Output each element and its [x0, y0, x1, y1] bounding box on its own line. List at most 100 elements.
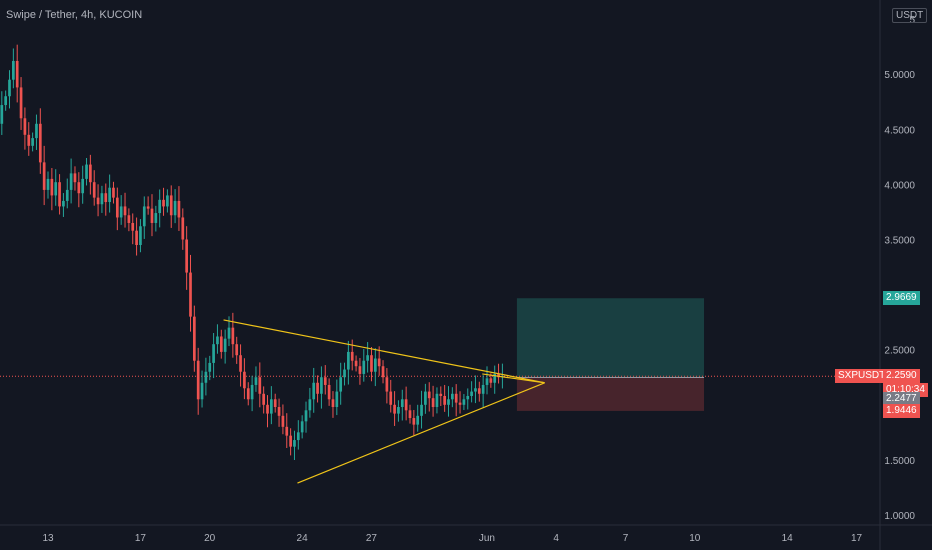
candle-body — [73, 173, 77, 183]
loss-zone — [516, 377, 705, 411]
candle-body — [443, 395, 446, 405]
candle-body — [119, 206, 123, 218]
candle-body — [420, 404, 423, 416]
candle-body — [185, 239, 188, 273]
y-tick-label: 1.5000 — [884, 456, 915, 467]
candle-body — [208, 362, 212, 372]
trendline — [223, 319, 545, 384]
candle-body — [146, 206, 150, 209]
candle-body — [100, 193, 104, 205]
trendline — [297, 382, 545, 484]
candle-body — [370, 355, 373, 372]
candle-body — [270, 399, 273, 414]
candle-body — [435, 393, 439, 408]
candle-body — [81, 178, 85, 194]
last-price-tag: 2.2590 — [883, 369, 920, 384]
candle-body — [150, 208, 154, 223]
candle-body — [439, 393, 443, 396]
candle-body — [450, 393, 454, 400]
candle-body — [0, 105, 4, 124]
x-tick-label: 10 — [689, 533, 701, 544]
chart-title: Swipe / Tether, 4h, KUCOIN — [6, 9, 143, 21]
candle-body — [142, 206, 146, 227]
candle-body — [320, 377, 323, 394]
candle-body — [408, 410, 412, 419]
candle-body — [89, 164, 92, 183]
x-tick-label: 20 — [204, 533, 216, 544]
candle-body — [92, 182, 96, 198]
candle-body — [250, 384, 254, 400]
candle-body — [50, 178, 54, 196]
y-tick-label: 5.0000 — [884, 70, 915, 81]
candle-body — [389, 391, 393, 405]
candle-body — [489, 378, 493, 383]
candle-body — [466, 395, 470, 400]
candle-body — [362, 360, 366, 374]
y-tick-label: 3.5000 — [884, 236, 915, 247]
candle-body — [316, 382, 319, 394]
x-tick-label: 4 — [553, 533, 559, 544]
candle-body — [204, 371, 208, 383]
candle-body — [373, 358, 377, 372]
candle-body — [15, 60, 19, 88]
candle-body — [58, 182, 61, 207]
candle-body — [115, 197, 119, 218]
candle-body — [223, 338, 227, 352]
candle-body — [158, 199, 162, 214]
candle-body — [31, 138, 34, 146]
candle-body — [462, 399, 466, 405]
candle-body — [458, 402, 462, 405]
candle-body — [19, 87, 23, 119]
candle-body — [127, 215, 131, 223]
candle-body — [377, 358, 381, 367]
candle-body — [258, 377, 262, 394]
candle-body — [38, 123, 42, 163]
candle-body — [69, 173, 73, 190]
candle-body — [285, 426, 289, 436]
candle-body — [104, 193, 108, 203]
x-tick-label: 13 — [42, 533, 54, 544]
entry-price-tag: 2.2477 — [883, 391, 920, 406]
candle-body — [300, 421, 304, 433]
candle-body — [481, 384, 485, 394]
candle-body — [12, 60, 15, 80]
candle-body — [227, 327, 231, 339]
candle-body — [308, 399, 312, 411]
candle-body — [281, 415, 285, 427]
candle-body — [427, 391, 431, 399]
candle-body — [27, 134, 31, 146]
x-tick-label: Jun — [479, 533, 495, 544]
candle-body — [335, 391, 339, 408]
candle-body — [177, 200, 181, 218]
candle-body — [350, 351, 354, 361]
candle-body — [393, 404, 396, 414]
candle-body — [273, 399, 277, 408]
candle-body — [493, 373, 497, 383]
candle-body — [424, 391, 427, 405]
candle-body — [166, 195, 169, 207]
stop-price-tag: 1.9446 — [883, 403, 920, 418]
candle-body — [189, 272, 192, 317]
candle-body — [131, 222, 135, 231]
candle-body — [400, 399, 404, 408]
candle-body — [358, 366, 362, 374]
candle-body — [54, 182, 58, 196]
candle-body — [470, 391, 473, 396]
candle-body — [289, 435, 292, 447]
candle-body — [135, 230, 138, 246]
candle-body — [239, 355, 242, 372]
candle-body — [497, 373, 500, 378]
candle-body — [200, 382, 204, 400]
candle-body — [235, 344, 239, 356]
currency-selector[interactable]: USDT — [892, 8, 928, 23]
candle-body — [162, 199, 165, 207]
candle-body — [23, 118, 27, 135]
candle-body — [85, 164, 88, 179]
candle-body — [173, 200, 177, 216]
candle-body — [112, 187, 115, 198]
candle-body — [277, 407, 281, 416]
candle-body — [296, 432, 300, 441]
candle-body — [331, 399, 335, 408]
candle-body — [327, 384, 331, 400]
